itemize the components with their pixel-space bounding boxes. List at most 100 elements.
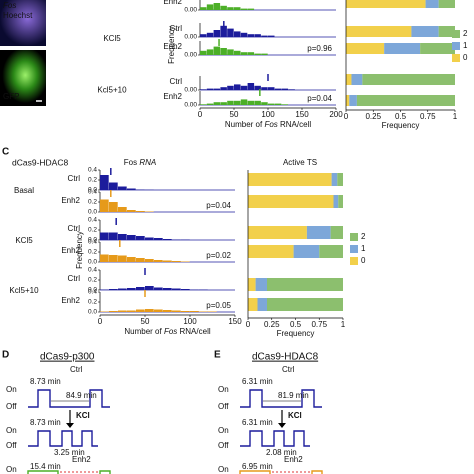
bar-segment xyxy=(331,173,338,186)
bar xyxy=(268,103,275,105)
bar xyxy=(268,87,275,90)
x-axis-label: Frequency xyxy=(277,329,315,338)
bar-segment xyxy=(248,278,256,291)
bar xyxy=(118,310,127,312)
legend-label: 1 xyxy=(361,244,366,253)
p-value: p=0.05 xyxy=(206,301,231,310)
trace xyxy=(239,470,323,474)
bar xyxy=(274,103,282,105)
bar xyxy=(220,25,227,37)
x-tick-label: 0 xyxy=(198,110,203,119)
row-label: Enh2 xyxy=(163,0,182,6)
bar xyxy=(220,48,227,55)
bar xyxy=(109,202,118,212)
y-tick-label: 0.4 xyxy=(88,239,97,246)
bar xyxy=(190,311,199,312)
bar xyxy=(227,49,234,55)
label-part: RNA/cell xyxy=(177,327,211,336)
construct: dCas9-HDAC8 xyxy=(252,352,319,363)
label: Enh2 xyxy=(284,455,303,464)
y-tick-label: 0.4 xyxy=(88,217,97,224)
y-tick-label: 0.00 xyxy=(184,7,197,14)
bar-segment xyxy=(267,298,343,311)
bar xyxy=(227,7,234,10)
duration: 8.73 min xyxy=(30,418,61,427)
bar xyxy=(127,210,136,212)
x-tick-label: 100 xyxy=(261,110,275,119)
bar xyxy=(261,87,268,90)
bar-segment xyxy=(362,74,455,85)
micrograph xyxy=(0,50,46,106)
row-label: Enh2 xyxy=(163,42,182,51)
bar xyxy=(247,100,255,105)
bar-segment xyxy=(438,26,455,37)
y-tick-label: 0.2 xyxy=(88,177,97,184)
bar-segment xyxy=(319,245,343,258)
label-part: Number of xyxy=(124,327,164,336)
group-label: Kcl5+10 xyxy=(9,286,39,295)
bar xyxy=(240,52,248,55)
p-value: p=0.04 xyxy=(307,94,332,103)
bar xyxy=(145,211,154,212)
duration: 6.31 min xyxy=(242,377,273,386)
bar xyxy=(127,288,136,290)
panel-letter: C xyxy=(2,147,9,158)
label-part: Fos xyxy=(164,327,177,336)
bar xyxy=(127,235,136,240)
arrowhead xyxy=(278,423,286,428)
bar xyxy=(145,259,154,262)
row-label: Ctrl xyxy=(68,274,81,283)
bar-segment xyxy=(255,278,267,291)
row-label: Enh2 xyxy=(61,246,80,255)
bar xyxy=(190,289,199,290)
bar xyxy=(163,239,172,240)
bar xyxy=(234,50,241,55)
bar xyxy=(127,188,136,190)
legend-label: 2 xyxy=(361,232,366,241)
bar xyxy=(261,53,268,55)
bar xyxy=(118,288,127,290)
group-label: KCl5 xyxy=(103,34,121,43)
y-tick-label: 0.2 xyxy=(88,249,97,256)
bar xyxy=(118,234,127,240)
bar xyxy=(145,309,154,312)
x-tick-label: 0 xyxy=(246,320,251,329)
bar xyxy=(240,32,248,37)
x-tick-label: 0.25 xyxy=(264,320,280,329)
panel-letter: D xyxy=(2,350,9,361)
y-tick-label: 0.00 xyxy=(184,102,197,109)
legend-swatch xyxy=(350,233,358,241)
bar xyxy=(268,35,275,37)
group-label: Kcl5+10 xyxy=(97,86,127,95)
construct: dCas9-HDAC8 xyxy=(12,157,68,167)
duration: 6.31 min xyxy=(242,418,273,427)
y-tick-label: 0.00 xyxy=(184,52,197,59)
y-axis-label: Frequency xyxy=(75,231,84,269)
legend-swatch xyxy=(350,257,358,265)
y-tick-label: 0.0 xyxy=(88,209,97,216)
label: On xyxy=(6,385,17,394)
label: Ctrl xyxy=(282,365,295,374)
x-tick-label: 0.5 xyxy=(395,112,407,121)
group-label: KCl5 xyxy=(15,236,33,245)
bar xyxy=(163,288,172,290)
duration: 6.95 min xyxy=(242,462,273,471)
label: On xyxy=(218,465,229,474)
duration: 15.4 min xyxy=(30,462,61,471)
bar xyxy=(213,30,221,37)
y-tick-label: 0.0 xyxy=(88,187,97,194)
p-value: p=0.02 xyxy=(206,251,231,260)
bar xyxy=(100,175,109,190)
y-tick-label: 0.4 xyxy=(88,267,97,274)
bar-segment xyxy=(420,43,455,54)
label-part: RNA xyxy=(137,158,156,167)
bar xyxy=(118,255,127,262)
bar xyxy=(136,189,145,190)
micrograph xyxy=(0,0,46,46)
bar xyxy=(240,85,248,90)
legend-label: 0 xyxy=(361,256,366,265)
bar-segment xyxy=(356,95,455,106)
x-tick-label: 100 xyxy=(183,317,197,326)
bar-segment xyxy=(248,245,294,258)
